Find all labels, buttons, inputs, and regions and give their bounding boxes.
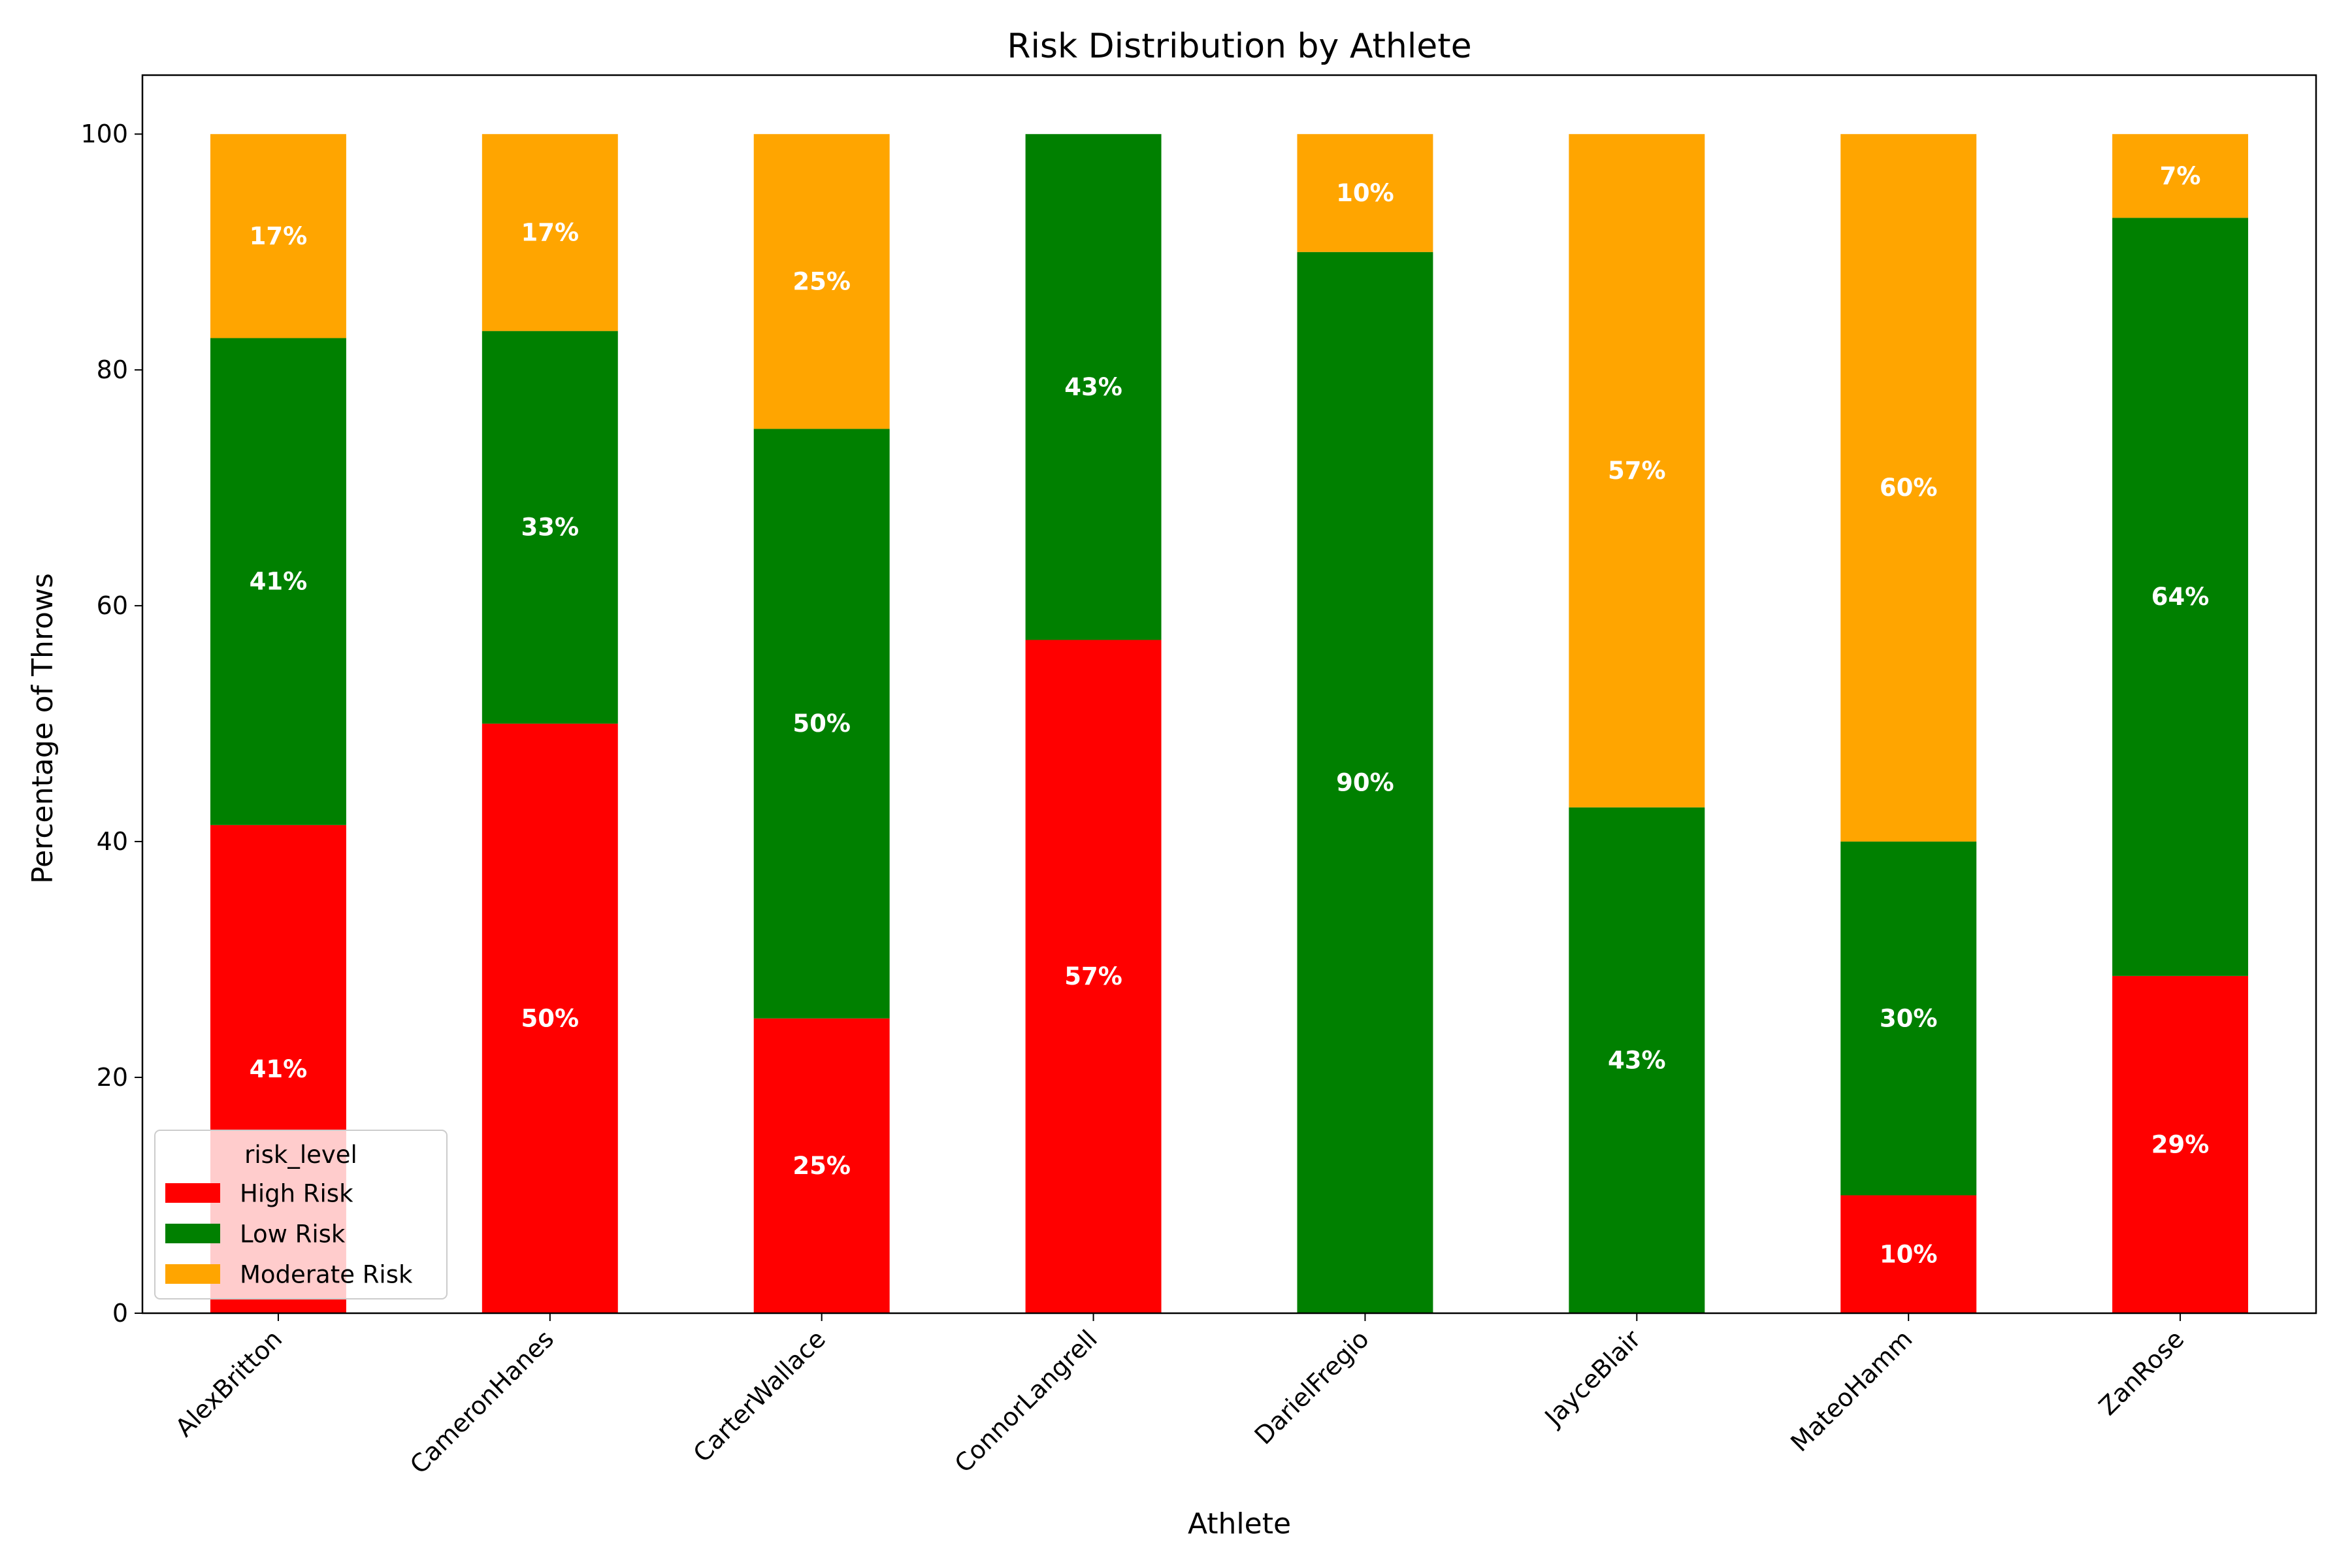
bar-label-ZanRose-high-risk: 29% [2151,1130,2210,1158]
bar-ZanRose-high-risk [2112,975,2249,1313]
bar-label-CameronHanes-low-risk: 33% [521,514,580,542]
bar-label-AlexBritton-high-risk: 41% [250,1055,308,1083]
bar-AlexBritton-moderate-risk [210,134,346,338]
bar-ZanRose-low-risk [2112,218,2249,976]
bar-AlexBritton-low-risk [210,338,346,825]
bar-CameronHanes-moderate-risk [482,134,618,331]
y-tick-label: 60 [97,591,128,620]
legend-swatch-moderate-risk [165,1264,220,1284]
bar-CarterWallace-low-risk [753,429,890,1019]
legend-title: risk_level [244,1141,357,1169]
bar-label-AlexBritton-moderate-risk: 17% [250,222,308,250]
bar-labels-group: 41% 41% 17% 50% 33% 17% 25% 50% 25% 57% 43% 90% 10% 4… [250,162,2210,1268]
bar-label-JayceBlair-moderate-risk: 57% [1608,457,1666,485]
x-axis-label: Athlete [1188,1507,1291,1541]
bar-label-ZanRose-moderate-risk: 7% [2160,162,2201,190]
bar-DarielFregio-moderate-risk [1297,134,1433,252]
bar-CameronHanes-low-risk [482,331,618,724]
y-tick-label: 80 [97,355,128,384]
legend-label-high-risk: High Risk [240,1180,353,1208]
plot-frame [141,74,2317,1315]
legend-label-moderate-risk: Moderate Risk [240,1261,413,1289]
bar-ConnorLangrell-high-risk [1025,640,1162,1313]
legend-label-low-risk: Low Risk [240,1220,346,1249]
y-axis-label: Percentage of Throws [26,573,59,884]
bar-MateoHamm-low-risk [1840,841,1977,1196]
legend: risk_level High Risk Low Risk Moderate Risk [154,1130,448,1299]
y-tick-label: 100 [80,120,128,148]
bar-MateoHamm-moderate-risk [1840,134,1977,842]
bar-JayceBlair-moderate-risk [1569,134,1705,808]
bar-label-MateoHamm-moderate-risk: 60% [1880,474,1938,502]
bar-MateoHamm-high-risk [1840,1195,1977,1313]
bar-CameronHanes-high-risk [482,723,618,1313]
bar-label-ConnorLangrell-high-risk: 57% [1064,962,1122,990]
y-tick-label: 0 [112,1299,128,1328]
bar-label-ConnorLangrell-low-risk: 43% [1064,373,1122,401]
legend-swatch-low-risk [165,1224,220,1243]
bar-CarterWallace-high-risk [753,1018,890,1313]
chart-title: Risk Distribution by Athlete [1007,27,1471,66]
bar-label-CarterWallace-moderate-risk: 25% [792,267,851,295]
bar-label-CarterWallace-high-risk: 25% [792,1152,851,1180]
bar-label-CarterWallace-low-risk: 50% [792,710,851,738]
bar-label-ZanRose-low-risk: 64% [2151,583,2210,611]
bar-label-DarielFregio-moderate-risk: 10% [1336,179,1394,207]
bars-group [210,134,2249,1313]
bar-JayceBlair-low-risk [1569,807,1705,1313]
y-tick-label: 40 [97,827,128,856]
bar-CarterWallace-moderate-risk [753,134,890,429]
bar-DarielFregio-low-risk [1297,252,1433,1313]
bar-label-AlexBritton-low-risk: 41% [250,568,308,596]
bar-label-MateoHamm-high-risk: 10% [1880,1240,1938,1268]
bar-label-CameronHanes-moderate-risk: 17% [521,218,580,246]
legend-box [154,1130,448,1299]
bar-label-CameronHanes-high-risk: 50% [521,1004,580,1032]
bar-label-MateoHamm-low-risk: 30% [1880,1004,1938,1032]
legend-swatch-high-risk [165,1183,220,1203]
bar-label-JayceBlair-low-risk: 43% [1608,1046,1666,1074]
y-tick-label: 20 [97,1063,128,1092]
bar-ZanRose-moderate-risk [2112,134,2249,218]
bar-ConnorLangrell-low-risk [1025,134,1162,640]
bar-label-DarielFregio-low-risk: 90% [1336,768,1394,796]
